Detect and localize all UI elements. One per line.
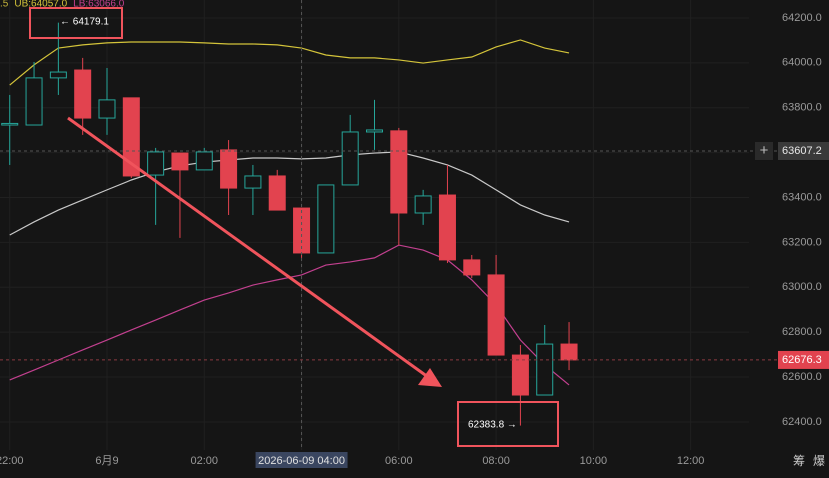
corner-button[interactable]: 爆: [813, 454, 825, 468]
high-marker: ← 64179.1: [60, 17, 109, 28]
candle-body: [366, 129, 383, 133]
candle-body: [341, 131, 359, 186]
candle-body: [463, 259, 481, 276]
plus-icon: +: [760, 142, 769, 159]
y-tick-label: 64200.0: [782, 12, 822, 24]
x-tick-label: 22:00: [0, 455, 23, 467]
candle-body: [268, 175, 286, 211]
arrow-head: [418, 368, 442, 387]
candle-body: [414, 195, 432, 214]
candle-body: [560, 343, 578, 361]
y-tick-label: 62600.0: [782, 371, 822, 383]
crosshair-time-box: [255, 452, 348, 468]
candle-body: [317, 184, 335, 254]
candle-body: [98, 99, 116, 119]
candle-body: [438, 194, 456, 261]
candle-body: [25, 77, 43, 126]
candle-body: [147, 151, 165, 176]
candle-body: [122, 97, 140, 177]
indicator-legend: .5: [0, 0, 9, 10]
candle-body: [220, 149, 238, 189]
y-tick-label: 62400.0: [782, 416, 822, 428]
candle-body: [244, 175, 262, 189]
candle-body: [390, 130, 408, 214]
low-marker: 62383.8 →: [468, 420, 517, 431]
y-tick-label: 63200.0: [782, 236, 822, 248]
x-tick-label: 6月9: [95, 455, 118, 467]
last-price: 62676.3: [782, 354, 822, 366]
crosshair-price: 63607.2: [782, 145, 822, 157]
x-tick-label: 08:00: [482, 455, 510, 467]
candle-body: [536, 343, 554, 396]
x-tick-label: 2026-06-09 04:00: [258, 455, 345, 467]
price-box: [778, 350, 829, 369]
trend-arrow: [67, 116, 429, 379]
x-tick-label: 10:00: [580, 455, 608, 467]
candle-body: [171, 152, 189, 171]
y-tick-label: 63400.0: [782, 191, 822, 203]
candle-body: [1, 122, 19, 126]
price-box: [778, 142, 829, 161]
band-line: [9, 151, 570, 236]
x-tick-label: 02:00: [191, 455, 219, 467]
y-tick-label: 63800.0: [782, 102, 822, 114]
corner-button[interactable]: 筹: [793, 454, 805, 468]
candle-body: [49, 71, 67, 79]
y-tick-label: 62800.0: [782, 326, 822, 338]
indicator-legend: LB:63066.0: [73, 0, 125, 10]
candle-body: [195, 151, 213, 171]
y-tick-label: 64000.0: [782, 57, 822, 69]
x-tick-label: 12:00: [677, 455, 705, 467]
candle-body: [511, 354, 529, 396]
candle-body: [487, 274, 505, 356]
highlight-box: [29, 7, 123, 39]
overlay: [0, 0, 778, 450]
candles: [1, 22, 578, 426]
highlight-box: [457, 401, 559, 447]
band-line: [9, 39, 570, 86]
y-tick-label: 63000.0: [782, 281, 822, 293]
candle-body: [74, 69, 92, 119]
x-tick-label: 06:00: [385, 455, 413, 467]
indicator-legend: UB:64057.0: [14, 0, 67, 10]
plus-button: [755, 142, 773, 161]
